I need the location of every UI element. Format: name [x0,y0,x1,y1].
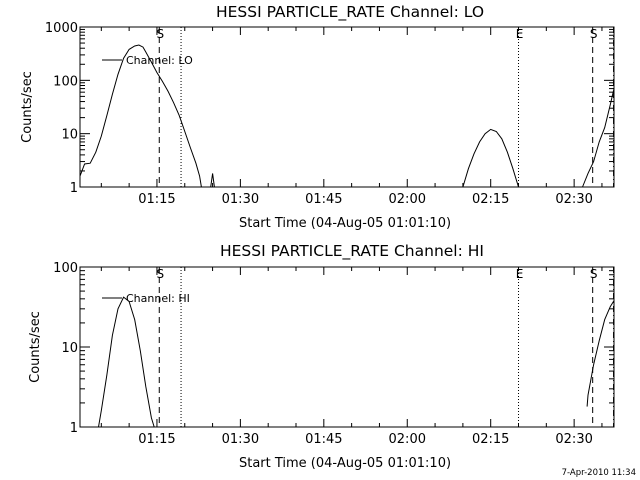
x-axis-title: Start Time (04-Aug-05 01:01:10) [239,456,451,471]
series-line [98,296,155,428]
marker-label: E [516,27,524,41]
y-tick-label: 10 [61,341,78,356]
x-tick-label: 02:30 [555,192,592,207]
legend-label: Channel: LO [126,54,193,67]
plot-frame [79,26,615,188]
x-tick-label: 01:30 [222,192,259,207]
legend: Channel: HI [102,292,190,305]
panel-hi-chart: HESSI PARTICLE_RATE Channel: HI 01:15 01:… [28,242,615,471]
legend: Channel: LO [102,54,193,67]
x-tick-label: 01:15 [138,192,175,207]
legend-label: Channel: HI [126,292,190,305]
y-axis-title: Counts/sec [20,71,35,143]
footer-timestamp: 7-Apr-2010 11:34 [562,468,636,478]
y-tick-label: 100 [53,74,78,89]
series-lines [98,296,615,428]
marker-label: E [516,267,524,281]
chart-title: HESSI PARTICLE_RATE Channel: HI [220,242,484,261]
x-tick-label: 02:15 [472,432,509,447]
x-tick-label: 02:00 [389,432,426,447]
series-line [462,128,519,188]
axis-ticks: 01:15 01:30 01:45 02:00 02:15 02:30 1 10 100 1000 [45,21,614,207]
marker-label: S [156,267,164,281]
panel-lo-chart: HESSI PARTICLE_RATE Channel: LO 01:15 01:… [20,3,615,231]
axis-ticks: 01:15 01:30 01:45 02:00 02:15 02:30 1 10 100 [53,261,614,447]
marker-label: S [156,27,164,41]
x-tick-label: 01:45 [305,192,342,207]
y-tick-label: 1 [70,421,78,436]
x-tick-label: 01:30 [222,432,259,447]
y-tick-label: 10 [61,128,78,143]
marker-label: S [590,267,598,281]
series-line [586,300,615,407]
x-tick-label: 02:30 [555,432,592,447]
series-lines [79,44,615,188]
y-axis-title: Counts/sec [28,311,43,383]
x-axis-title: Start Time (04-Aug-05 01:01:10) [239,216,451,231]
series-line [79,44,202,188]
x-tick-label: 02:15 [472,192,509,207]
x-tick-label: 01:45 [305,432,342,447]
series-line [210,173,215,188]
plot-frame [79,266,615,428]
y-tick-label: 100 [53,261,78,276]
series-line [582,88,615,188]
y-tick-label: 1000 [45,21,78,36]
x-tick-label: 02:00 [389,192,426,207]
chart-title: HESSI PARTICLE_RATE Channel: LO [216,3,484,22]
marker-label: S [590,27,598,41]
x-tick-label: 01:15 [138,432,175,447]
y-tick-label: 1 [70,181,78,196]
